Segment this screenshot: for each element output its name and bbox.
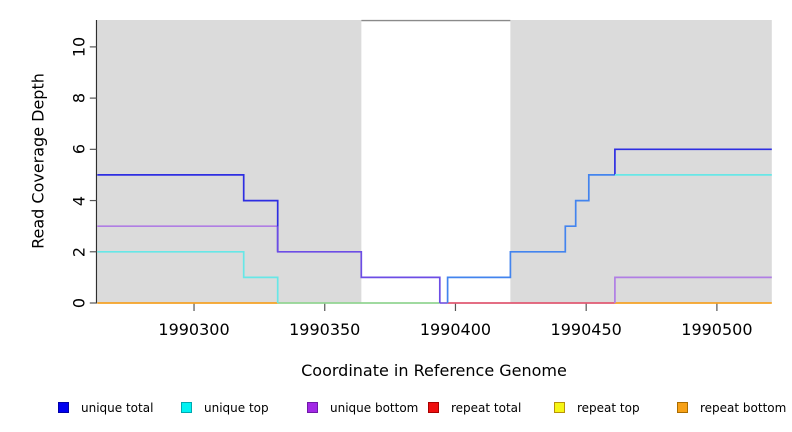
shaded-region-left: [97, 20, 362, 303]
coverage-line-total-top-overlap: [446, 174, 615, 303]
x-tick-label: 1990300: [158, 320, 230, 339]
y-tick-label: 8: [69, 93, 89, 104]
legend-label: repeat bottom: [700, 400, 787, 415]
x-tick-label: 1990400: [419, 320, 492, 339]
y-tick-label: 4: [69, 195, 89, 206]
legend-label: repeat top: [577, 400, 640, 415]
y-tick-label: 6: [69, 144, 89, 155]
coverage-line-unique-top-left: [97, 250, 279, 303]
legend-label: unique bottom: [330, 400, 419, 415]
legend-swatch-icon: [554, 402, 565, 413]
legend-item-repeat-top: repeat top: [554, 400, 640, 415]
coverage-line-unique-total-right: [614, 148, 772, 175]
legend-label: repeat total: [451, 400, 522, 415]
y-tick-label: 2: [69, 246, 89, 257]
legend-label: unique top: [204, 400, 269, 415]
x-axis-title: Coordinate in Reference Genome: [301, 361, 567, 380]
y-axis-title: Read Coverage Depth: [28, 73, 48, 249]
coverage-line-total-bottom-overlap: [276, 226, 441, 303]
legend-item-repeat-bottom: repeat bottom: [677, 400, 787, 415]
legend-swatch-icon: [428, 402, 439, 413]
legend-swatch-icon: [181, 402, 192, 413]
x-tick-label: 1990450: [550, 320, 622, 339]
legend-item-unique-bottom: unique bottom: [307, 400, 419, 415]
shaded-region-right: [510, 20, 772, 303]
y-tick-label: 10: [69, 36, 89, 58]
legend-label: unique total: [81, 400, 154, 415]
coverage-line-unique-total-left: [97, 174, 279, 252]
coverage-line-unique-bottom-right: [614, 276, 772, 303]
legend-item-repeat-total: repeat total: [428, 400, 522, 415]
x-tick-label: 1990350: [289, 320, 361, 339]
legend-item-unique-total: unique total: [58, 400, 154, 415]
legend-swatch-icon: [677, 402, 688, 413]
legend-item-unique-top: unique top: [181, 400, 269, 415]
y-tick-label: 0: [69, 297, 89, 309]
legend-swatch-icon: [58, 402, 69, 413]
x-tick-label: 1990500: [681, 320, 753, 339]
legend-swatch-icon: [307, 402, 318, 413]
